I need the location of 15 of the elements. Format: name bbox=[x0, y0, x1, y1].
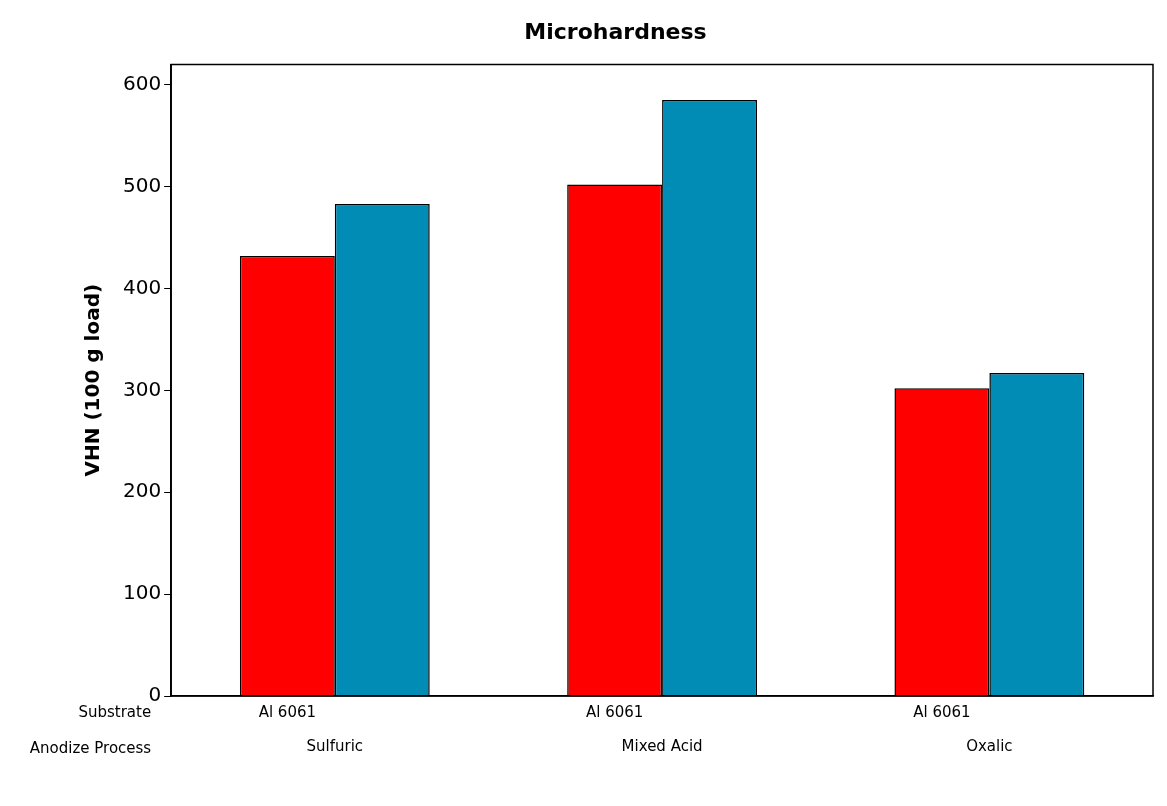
y-tick-label: 200 bbox=[122, 478, 162, 503]
y-axis-title: VHN (100 g load) bbox=[80, 283, 105, 477]
x-tick-label: Sulfuric bbox=[306, 736, 364, 755]
x-tick-label: Mixed Acid bbox=[621, 736, 703, 755]
text: Al 6061 bbox=[913, 702, 971, 721]
y-tick-label: 500 bbox=[122, 172, 162, 197]
chart-title: Microhardness bbox=[524, 18, 707, 44]
y-tick-label: 300 bbox=[122, 376, 162, 401]
text: Anodize Process bbox=[29, 738, 152, 757]
y-tick-label: 100 bbox=[122, 580, 162, 605]
text: Al 6061 bbox=[585, 702, 644, 721]
y-tick-label: 400 bbox=[122, 274, 162, 299]
series-label: Al 6061 bbox=[258, 702, 317, 721]
x-tick-label: Oxalic bbox=[966, 736, 1013, 755]
y-tick-label: 600 bbox=[122, 70, 162, 95]
